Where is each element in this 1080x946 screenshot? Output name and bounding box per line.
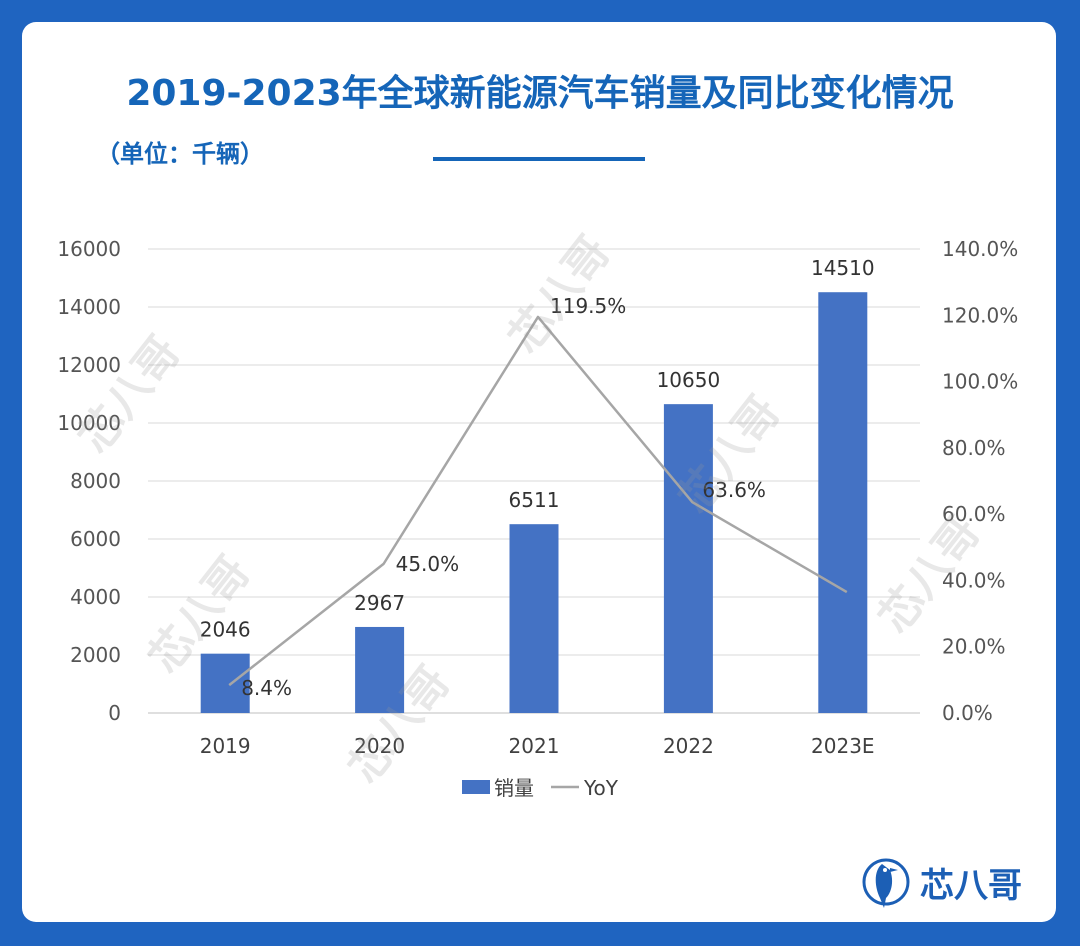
y-left-tick-label: 12000 — [57, 353, 121, 377]
title-underline — [433, 157, 645, 161]
bar — [509, 524, 559, 713]
logo-text: 芯八哥 — [920, 865, 1022, 906]
y-left-tick-label: 0 — [108, 701, 121, 725]
yoy-line-group — [228, 315, 848, 687]
bar — [663, 404, 713, 713]
unit-label: （单位：千辆） — [96, 140, 264, 168]
y-left-tick-label: 16000 — [57, 237, 121, 261]
bars — [200, 292, 868, 713]
bar-value-label: 14510 — [811, 256, 875, 280]
bar-value-label: 6511 — [509, 488, 560, 512]
y-left-tick-label: 6000 — [70, 527, 121, 551]
bar — [818, 292, 868, 713]
chart-title: 2019-2023年全球新能源汽车销量及同比变化情况 — [126, 73, 954, 114]
x-tick-label: 2021 — [509, 734, 560, 758]
legend-line-label: YoY — [583, 776, 619, 800]
bar-value-label: 2046 — [200, 618, 251, 642]
legend: 销量 YoY — [462, 776, 619, 800]
y-right-tick-label: 80.0% — [942, 436, 1006, 460]
yoy-value-label: 45.0% — [396, 552, 460, 576]
legend-bar-label: 销量 — [494, 776, 534, 800]
bird-logo-icon — [862, 858, 910, 908]
bar-value-label: 2967 — [354, 591, 405, 615]
y-right-tick-label: 100.0% — [942, 370, 1018, 394]
y-right-tick-label: 0.0% — [942, 701, 993, 725]
brand-logo: 芯八哥 — [860, 852, 1022, 912]
x-tick-label: 2019 — [200, 734, 251, 758]
y-right-tick-label: 140.0% — [942, 237, 1018, 261]
bar — [200, 653, 250, 713]
y-left-tick-label: 8000 — [70, 469, 121, 493]
x-tick-label: 2023E — [811, 734, 875, 758]
y-right-tick-label: 120.0% — [942, 303, 1018, 327]
bar-value-label: 10650 — [657, 368, 721, 392]
y-left-tick-label: 10000 — [57, 411, 121, 435]
data-labels: 2046 2967 6511 10650 14510 8.4% 45.0% 119.5% 63.… — [200, 256, 875, 700]
x-tick-label: 2020 — [354, 734, 405, 758]
yoy-value-label: 63.6% — [702, 478, 766, 502]
chart-card — [22, 22, 1056, 922]
x-tick-label: 2022 — [663, 734, 714, 758]
y-left-tick-label: 4000 — [70, 585, 121, 609]
y-right-tick-label: 40.0% — [942, 568, 1006, 592]
y-left-tick-label: 14000 — [57, 295, 121, 319]
y-right-tick-label: 60.0% — [942, 502, 1006, 526]
y-left-tick-label: 2000 — [70, 643, 121, 667]
bar — [355, 626, 405, 713]
axis-labels: 0 2000 4000 6000 8000 10000 12000 14000 16000 0.0… — [57, 237, 1018, 758]
legend-bar-swatch — [462, 780, 490, 794]
yoy-value-label: 8.4% — [241, 676, 292, 700]
yoy-line — [228, 315, 848, 687]
yoy-value-label: 119.5% — [550, 294, 626, 318]
y-right-tick-label: 20.0% — [942, 635, 1006, 659]
